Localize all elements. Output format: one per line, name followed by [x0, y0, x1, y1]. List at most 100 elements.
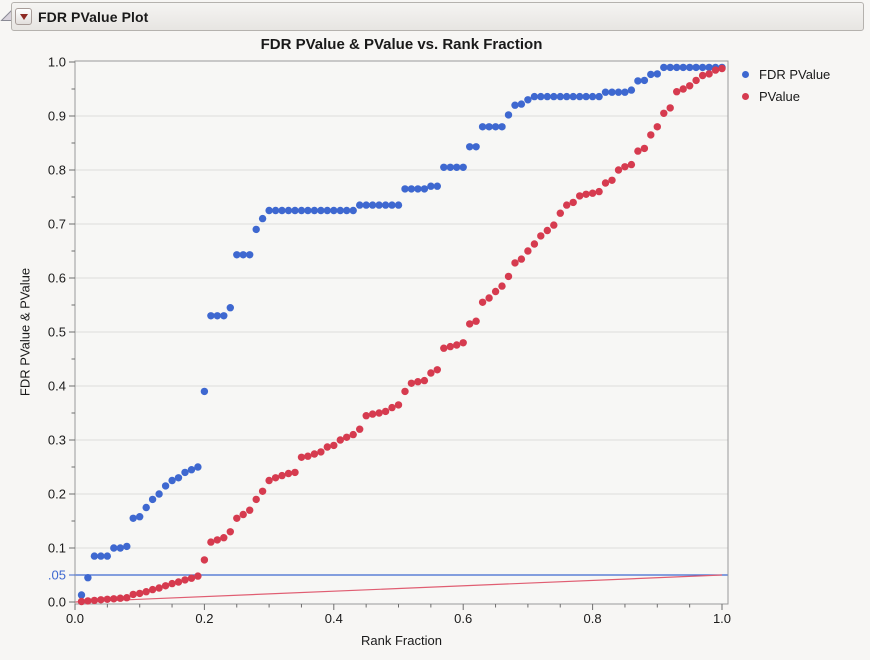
fdr-pvalue-point[interactable] — [317, 206, 325, 215]
pvalue-point[interactable] — [472, 317, 480, 325]
fdr-pvalue-point[interactable] — [356, 201, 364, 209]
pvalue-point[interactable] — [686, 82, 694, 90]
fdr-pvalue-point[interactable] — [608, 88, 616, 96]
legend-item-pvalue[interactable]: PValue — [742, 88, 830, 104]
fdr-pvalue-point[interactable] — [453, 163, 461, 171]
pvalue-point[interactable] — [621, 163, 629, 171]
fdr-pvalue-point[interactable] — [123, 542, 131, 551]
pvalue-point[interactable] — [349, 430, 357, 439]
pvalue-point[interactable] — [627, 160, 636, 169]
pvalue-point[interactable] — [103, 595, 112, 603]
fdr-pvalue-point[interactable] — [569, 92, 577, 101]
fdr-pvalue-point[interactable] — [640, 76, 649, 85]
pvalue-point[interactable] — [414, 378, 422, 386]
fdr-pvalue-point[interactable] — [84, 574, 92, 582]
pvalue-point[interactable] — [194, 572, 202, 580]
fdr-pvalue-point[interactable] — [485, 123, 493, 131]
pvalue-point[interactable] — [246, 506, 254, 514]
fdr-pvalue-point[interactable] — [394, 201, 403, 209]
pvalue-point[interactable] — [207, 538, 215, 546]
x-axis-title[interactable]: Rank Fraction — [361, 633, 442, 648]
fdr-pvalue-point[interactable] — [310, 206, 319, 215]
fdr-pvalue-point[interactable] — [401, 185, 409, 193]
fdr-pvalue-point[interactable] — [420, 185, 429, 193]
fdr-pvalue-point[interactable] — [427, 182, 435, 190]
fdr-pvalue-point[interactable] — [653, 70, 661, 78]
fdr-pvalue-point[interactable] — [686, 63, 694, 72]
fdr-pvalue-point[interactable] — [692, 63, 700, 72]
pvalue-point[interactable] — [388, 403, 396, 412]
pvalue-point[interactable] — [323, 443, 331, 451]
pvalue-point[interactable] — [466, 320, 474, 328]
fdr-pvalue-point[interactable] — [161, 482, 170, 490]
fdr-pvalue-point[interactable] — [530, 92, 539, 101]
pvalue-point[interactable] — [660, 109, 668, 118]
fdr-pvalue-point[interactable] — [246, 251, 254, 259]
pvalue-point[interactable] — [187, 574, 196, 582]
fdr-pvalue-point[interactable] — [595, 92, 603, 101]
pvalue-point[interactable] — [698, 71, 707, 80]
pvalue-point[interactable] — [569, 198, 577, 207]
pvalue-point[interactable] — [550, 221, 558, 229]
pvalue-point[interactable] — [407, 379, 416, 387]
pvalue-point[interactable] — [420, 376, 429, 385]
pvalue-point[interactable] — [498, 282, 506, 290]
fdr-pvalue-point[interactable] — [291, 206, 299, 215]
fdr-pvalue-point[interactable] — [136, 513, 144, 521]
red-triangle-menu-button[interactable] — [15, 8, 32, 25]
pvalue-point[interactable] — [368, 410, 377, 418]
pvalue-point[interactable] — [679, 85, 687, 93]
pvalue-point[interactable] — [336, 436, 344, 444]
pvalue-point[interactable] — [97, 596, 105, 604]
fdr-pvalue-point[interactable] — [666, 63, 674, 72]
pvalue-point[interactable] — [601, 179, 610, 187]
fdr-pvalue-point[interactable] — [103, 552, 112, 560]
fdr-pvalue-point[interactable] — [407, 185, 416, 193]
fdr-pvalue-point[interactable] — [349, 206, 357, 215]
fdr-pvalue-point[interactable] — [614, 88, 623, 96]
fdr-pvalue-point[interactable] — [556, 92, 564, 101]
pvalue-point[interactable] — [181, 576, 189, 584]
pvalue-point[interactable] — [161, 582, 170, 590]
fdr-pvalue-point[interactable] — [498, 123, 506, 131]
pvalue-point[interactable] — [504, 272, 513, 281]
fdr-pvalue-point[interactable] — [368, 201, 377, 209]
fdr-pvalue-point[interactable] — [110, 544, 118, 552]
fdr-pvalue-point[interactable] — [226, 304, 234, 312]
fdr-pvalue-point[interactable] — [511, 101, 519, 109]
pvalue-point[interactable] — [640, 144, 649, 153]
pvalue-point[interactable] — [271, 474, 280, 482]
pvalue-point[interactable] — [666, 104, 674, 112]
pvalue-point[interactable] — [77, 597, 86, 606]
pvalue-point[interactable] — [537, 232, 545, 240]
fdr-pvalue-point[interactable] — [252, 225, 260, 234]
fdr-pvalue-point[interactable] — [537, 92, 545, 101]
pvalue-point[interactable] — [673, 88, 681, 96]
fdr-pvalue-point[interactable] — [543, 92, 551, 101]
fdr-pvalue-point[interactable] — [207, 312, 215, 320]
fdr-pvalue-point[interactable] — [517, 100, 526, 108]
pvalue-point[interactable] — [168, 579, 176, 588]
pvalue-point[interactable] — [634, 147, 642, 155]
pvalue-point[interactable] — [524, 247, 532, 255]
fdr-pvalue-point[interactable] — [524, 96, 532, 104]
pvalue-point[interactable] — [233, 514, 241, 522]
pvalue-point[interactable] — [148, 585, 157, 594]
fdr-pvalue-point[interactable] — [563, 92, 571, 101]
pvalue-point[interactable] — [453, 341, 461, 349]
pvalue-point[interactable] — [136, 589, 144, 598]
pvalue-point[interactable] — [239, 510, 247, 519]
pvalue-point[interactable] — [90, 596, 99, 605]
pvalue-point[interactable] — [252, 495, 260, 504]
fdr-pvalue-point[interactable] — [97, 552, 105, 560]
pvalue-point[interactable] — [582, 190, 590, 198]
pvalue-point[interactable] — [330, 441, 338, 450]
fdr-pvalue-point[interactable] — [362, 201, 370, 209]
pvalue-point[interactable] — [440, 344, 448, 352]
pvalue-point[interactable] — [129, 590, 137, 599]
pvalue-point[interactable] — [278, 471, 286, 480]
fdr-pvalue-point[interactable] — [446, 163, 454, 171]
pvalue-point[interactable] — [595, 187, 603, 196]
fdr-pvalue-point[interactable] — [239, 251, 247, 259]
